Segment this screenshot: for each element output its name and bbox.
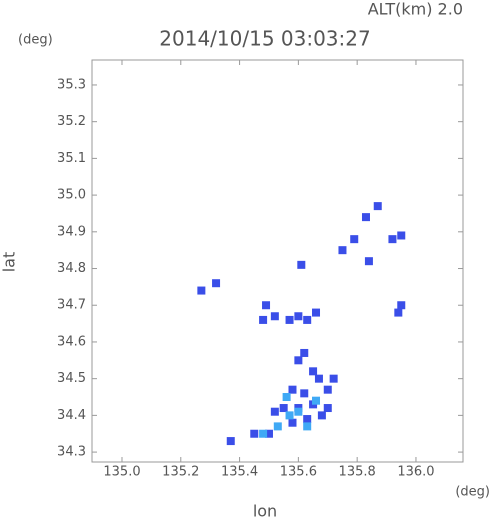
x-tick-label: 136.0 [397, 465, 434, 480]
echo-cell [338, 246, 347, 255]
echo-cell [288, 418, 297, 427]
echo-cell [388, 235, 397, 244]
plot-frame [91, 59, 464, 463]
y-tick-label: 35.1 [57, 151, 86, 166]
y-tick-label: 34.8 [57, 261, 86, 276]
echo-cell [300, 389, 309, 398]
echo-cell [303, 422, 312, 431]
x-unit: (deg) [455, 485, 490, 500]
y-tick-label: 35.3 [57, 77, 86, 92]
y-tick-label: 34.9 [57, 224, 86, 239]
echo-cell [323, 385, 332, 394]
chart-title: 2014/10/15 03:03:27 [159, 27, 370, 51]
y-tick-label: 35.2 [57, 114, 86, 129]
echo-cell [259, 429, 268, 438]
echo-cell [300, 348, 309, 357]
echo-cell [309, 367, 318, 376]
echo-cell [329, 374, 338, 383]
x-tick-label: 135.0 [103, 465, 140, 480]
echo-cell [350, 235, 359, 244]
echo-cell [312, 396, 321, 405]
y-tick-label: 34.7 [57, 298, 86, 313]
echo-cell [297, 260, 306, 269]
echo-cell [259, 315, 268, 324]
echo-cell [314, 374, 323, 383]
echo-cell [364, 257, 373, 266]
echo-cell [317, 411, 326, 420]
x-tick-label: 135.8 [339, 465, 376, 480]
echo-cell [294, 407, 303, 416]
y-tick-label: 35.0 [57, 188, 86, 203]
echo-cell [250, 429, 259, 438]
y-tick-label: 34.5 [57, 371, 86, 386]
x-axis-label: lon [253, 502, 277, 521]
echo-cell [262, 301, 271, 310]
y-axis-label: lat [0, 252, 19, 273]
echo-cell [373, 202, 382, 211]
echo-cell [312, 308, 321, 317]
echo-cell [212, 279, 221, 288]
echo-cell [226, 437, 235, 446]
echo-cell [397, 301, 406, 310]
echo-cell [264, 429, 273, 438]
echo-cell [285, 315, 294, 324]
echo-cell [285, 411, 294, 420]
echo-cell [294, 312, 303, 321]
y-tick-label: 34.6 [57, 334, 86, 349]
echo-cell [394, 308, 403, 317]
echo-cell [397, 231, 406, 240]
x-tick-label: 135.2 [162, 465, 199, 480]
echo-cell [273, 422, 282, 431]
x-tick-label: 135.4 [221, 465, 258, 480]
y-tick-label: 34.4 [57, 408, 86, 423]
echo-cell [279, 404, 288, 413]
echo-cell [270, 312, 279, 321]
echo-cell [294, 356, 303, 365]
echo-cell [197, 286, 206, 295]
altitude-label: ALT(km) 2.0 [368, 0, 463, 19]
y-tick-label: 34.3 [57, 445, 86, 460]
echo-cell [270, 407, 279, 416]
echo-cell [323, 404, 332, 413]
x-tick-label: 135.6 [280, 465, 317, 480]
y-unit: (deg) [18, 33, 53, 48]
echo-cell [282, 393, 291, 402]
echo-cell [361, 213, 370, 222]
echo-cell [303, 415, 312, 424]
echo-cell [288, 385, 297, 394]
echo-cell [303, 315, 312, 324]
